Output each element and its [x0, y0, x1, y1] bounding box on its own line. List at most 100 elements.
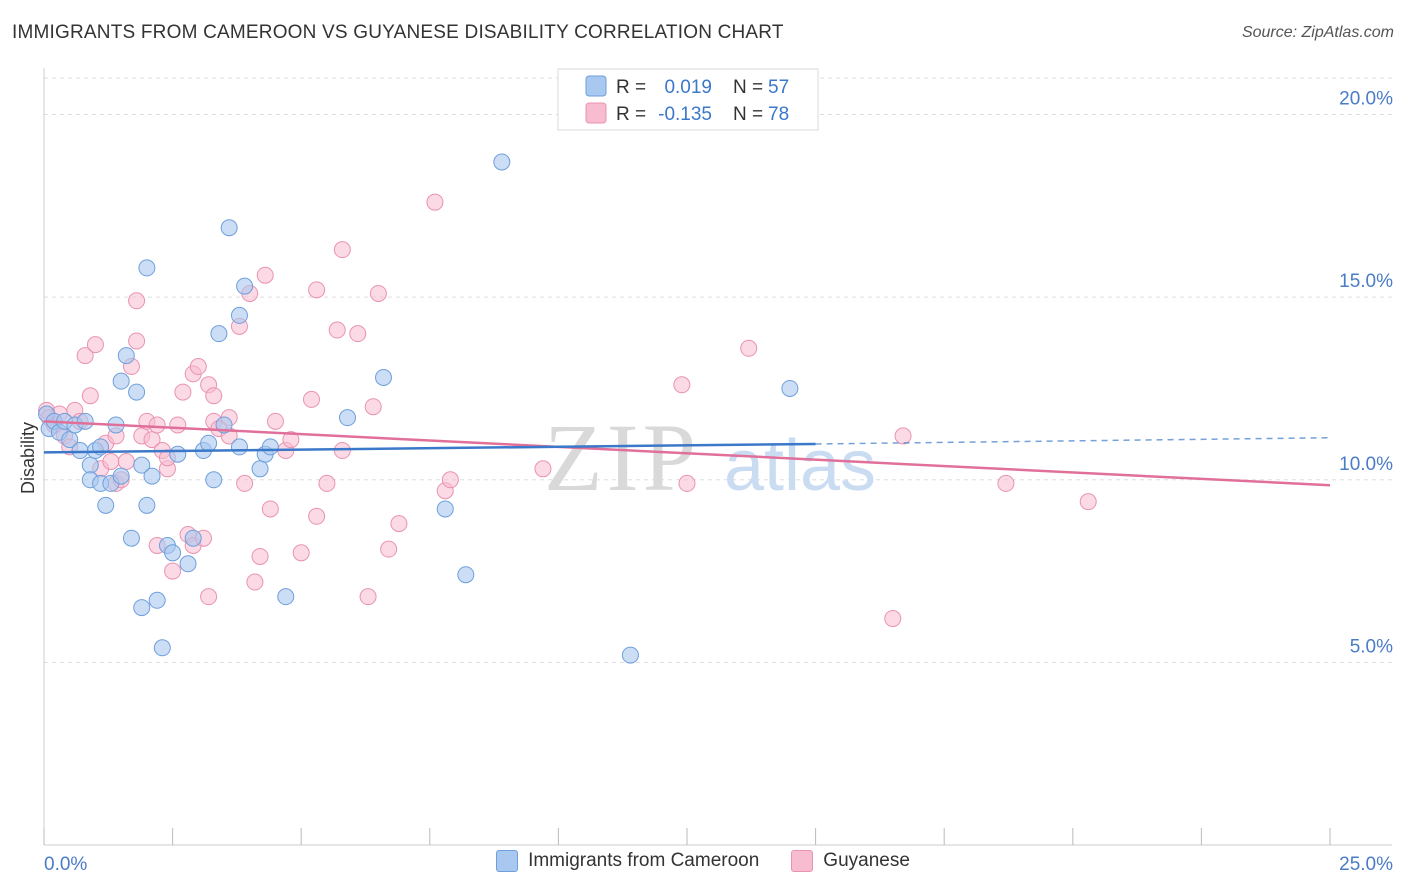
cameroon-point-30 [164, 544, 182, 562]
guyanese-point-13 [102, 453, 120, 470]
guyanese-point-76 [894, 427, 912, 445]
guyanese-point-51 [266, 412, 284, 430]
legend-n-label-cameroon: N = [733, 77, 763, 98]
guyanese-point-20 [128, 292, 146, 310]
cameroon-point-42 [236, 277, 254, 295]
guyanese-point-39 [205, 387, 223, 405]
guyanese-point-67 [390, 515, 408, 533]
watermark-zip: ZIP [544, 404, 700, 511]
cameroon-point-36 [205, 471, 223, 489]
guyanese-point-30 [169, 416, 187, 434]
axis-layer [43, 68, 1392, 846]
legend-n-value-guyanese: 78 [768, 104, 789, 125]
cameroon-point-45 [261, 438, 279, 456]
legend-label-cameroon: Immigrants from Cameroon [528, 850, 760, 871]
cameroon-point-14 [97, 496, 115, 514]
cameroon-point-20 [122, 529, 140, 547]
guyanese-point-29 [164, 562, 182, 580]
cameroon-point-39 [220, 219, 238, 237]
cameroon-point-41 [230, 438, 248, 456]
y-axis-label: Disability [18, 422, 38, 494]
legend-swatch-guyanese [585, 102, 607, 124]
grid-layer [44, 77, 1392, 663]
guyanese-point-8 [76, 347, 94, 365]
guyanese-point-77 [997, 474, 1015, 492]
cameroon-point-18 [112, 467, 130, 485]
cameroon-point-19 [117, 347, 135, 365]
cameroon-point-9 [81, 456, 99, 474]
guyanese-point-25 [148, 416, 166, 434]
guyanese-point-61 [333, 241, 351, 259]
x-tick-label-0: 0.0% [44, 854, 87, 875]
guyanese-point-57 [308, 507, 326, 525]
trend-lines [43, 420, 1331, 487]
guyanese-point-63 [359, 588, 377, 606]
cameroon-point-48 [375, 368, 393, 386]
guyanese-point-71 [534, 460, 552, 478]
guyanese-point-58 [318, 474, 336, 492]
cameroon-point-40 [230, 306, 248, 324]
cameroon-point-51 [493, 153, 511, 171]
cameroon-point-25 [138, 496, 156, 514]
guyanese-point-70 [441, 471, 459, 489]
y-tick-label-1: 10.0% [1339, 454, 1393, 475]
legend-swatch-guyanese-bottom [791, 850, 814, 872]
guyanese-point-75 [884, 610, 902, 628]
cameroon-point-32 [179, 555, 197, 573]
guyanese-point-59 [328, 321, 346, 339]
legend-r-value-cameroon: 0.019 [664, 77, 712, 98]
chart-title: IMMIGRANTS FROM CAMEROON VS GUYANESE DIS… [12, 22, 784, 43]
guyanese-point-78 [1079, 493, 1097, 511]
cameroon-point-47 [338, 409, 356, 427]
cameroon-point-53 [781, 379, 799, 397]
guyanese-point-10 [86, 336, 104, 354]
guyanese-point-56 [308, 281, 326, 299]
guyanese-point-65 [369, 284, 387, 302]
guyanese-point-68 [426, 193, 444, 211]
x-tick-label-1: 25.0% [1339, 854, 1393, 875]
guyanese-point-19 [128, 332, 146, 350]
guyanese-point-31 [174, 383, 192, 401]
legend-item-cameroon[interactable]: Immigrants from Cameroon [496, 850, 759, 872]
guyanese-point-73 [678, 474, 696, 492]
guyanese-point-54 [292, 544, 310, 562]
cameroon-point-49 [436, 500, 454, 518]
legend-n-value-cameroon: 57 [768, 77, 789, 98]
cameroon-point-28 [153, 639, 171, 657]
legend-swatch-cameroon-bottom [496, 850, 519, 872]
cameroon-point-50 [457, 566, 475, 584]
y-tick-label-2: 15.0% [1339, 271, 1393, 292]
legend-swatch-cameroon [585, 75, 607, 97]
guyanese-point-17 [117, 453, 135, 470]
cameroon-point-17 [112, 372, 130, 390]
y-tick-label-3: 20.0% [1339, 89, 1393, 110]
legend-r-value-guyanese: -0.135 [658, 104, 712, 125]
guyanese-point-72 [673, 376, 691, 394]
watermark: ZIP atlas [544, 404, 876, 511]
cameroon-point-23 [133, 456, 151, 474]
guyanese-point-53 [282, 431, 300, 449]
legend-r-label-cameroon: R = [616, 77, 646, 98]
watermark-atlas: atlas [724, 426, 876, 506]
legend-r-label-guyanese: R = [616, 104, 646, 125]
guyanese-point-9 [81, 387, 99, 405]
cameroon-point-21 [128, 383, 146, 401]
cameroon-trend-extension [815, 437, 1331, 445]
bottom-legend: Immigrants from Cameroon Guyanese [0, 850, 1406, 872]
y-tick-label-0: 5.0% [1350, 636, 1393, 657]
cameroon-point-35 [200, 434, 218, 452]
guyanese-point-37 [200, 588, 218, 606]
legend-label-guyanese: Guyanese [823, 850, 910, 871]
legend-box: R = 0.019 N = 57 R = -0.135 N = 78 [557, 68, 819, 131]
legend-item-guyanese[interactable]: Guyanese [791, 850, 910, 872]
cameroon-point-31 [169, 445, 187, 463]
tick-labels: 5.0% 10.0% 15.0% 20.0% 0.0% 25.0% [44, 89, 1393, 875]
cameroon-point-24 [138, 259, 156, 277]
guyanese-point-50 [261, 500, 279, 518]
cameroon-point-52 [621, 646, 639, 664]
guyanese-point-64 [364, 398, 382, 416]
guyanese-point-66 [380, 540, 398, 558]
guyanese-point-48 [251, 547, 269, 565]
